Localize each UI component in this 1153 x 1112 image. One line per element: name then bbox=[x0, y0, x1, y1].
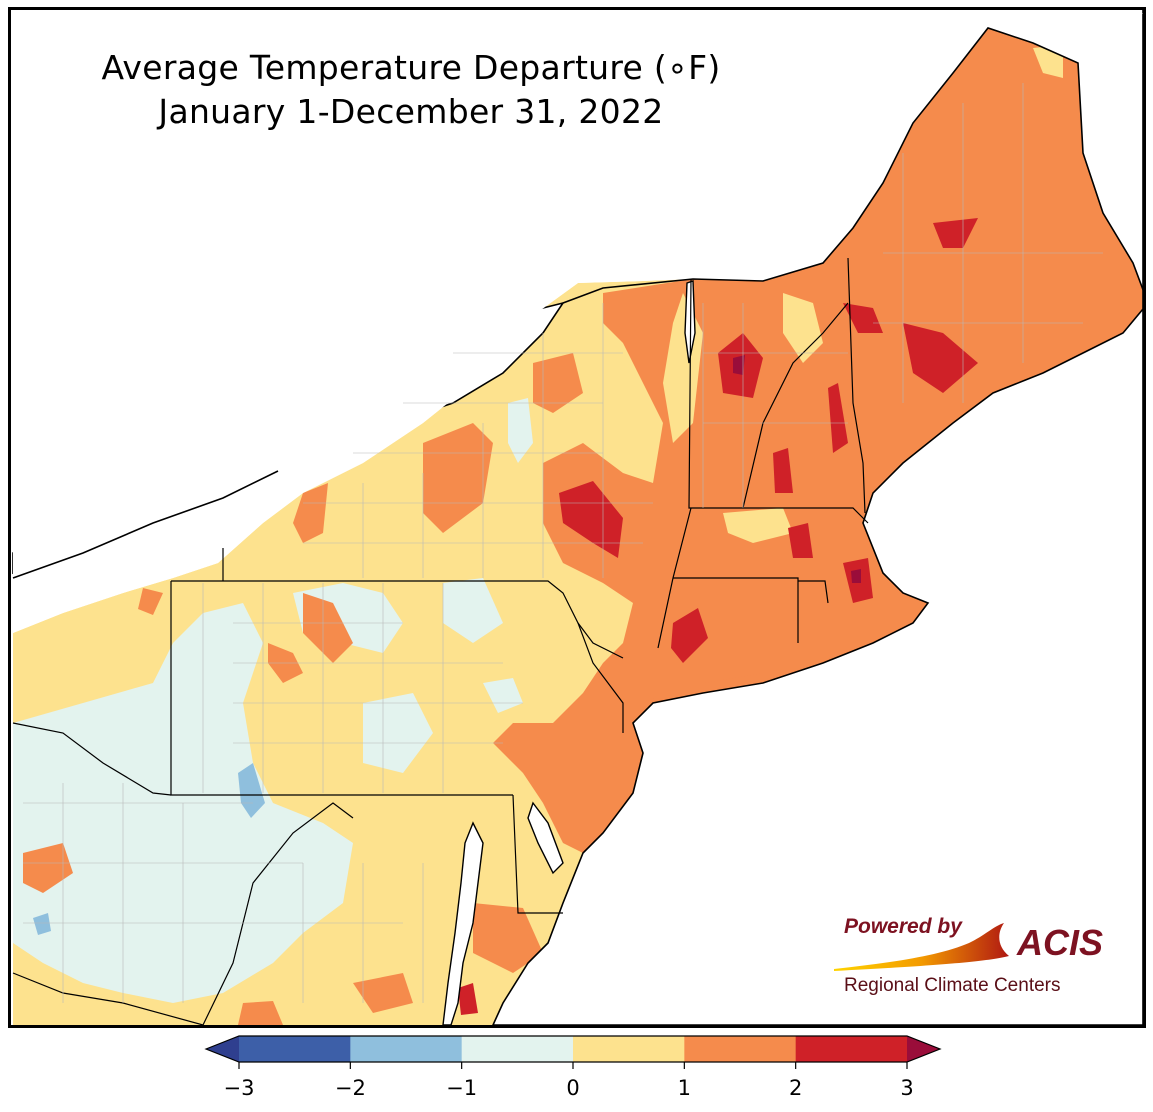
region-hot-me-north bbox=[933, 218, 978, 248]
legend-tick-label: −2 bbox=[335, 1076, 366, 1100]
region-mild-ma bbox=[723, 508, 793, 543]
legend-tick-label: 0 bbox=[566, 1076, 579, 1100]
region-mild-nh bbox=[783, 293, 823, 363]
region-hot-eastern-ny bbox=[559, 481, 623, 558]
region-hot-md bbox=[458, 983, 478, 1015]
county-lines bbox=[23, 83, 1103, 1003]
acis-sub-text: Regional Climate Centers bbox=[844, 975, 1061, 996]
delaware-bay bbox=[527, 801, 564, 875]
legend-bin bbox=[573, 1036, 685, 1062]
region-hot-me-west bbox=[843, 303, 883, 333]
legend-tick-label: −1 bbox=[446, 1076, 477, 1100]
region-warm-ny-west bbox=[293, 483, 328, 543]
region-warm-pa-3 bbox=[138, 588, 163, 615]
color-legend: −3 −2 −1 0 1 2 3 bbox=[204, 1035, 942, 1100]
state-borders bbox=[12, 257, 869, 1025]
legend-bin bbox=[239, 1036, 351, 1062]
region-below-normal-ny bbox=[508, 398, 533, 463]
region-warm-va-south bbox=[238, 1001, 283, 1025]
map-subtitle: January 1-December 31, 2022 bbox=[158, 92, 664, 131]
map-frame: Average Temperature Departure (∘F) Janua… bbox=[8, 7, 1146, 1028]
region-below-normal-east bbox=[363, 693, 433, 773]
legend-bin bbox=[795, 1036, 908, 1062]
region-hot-me-central bbox=[903, 323, 978, 393]
canada-area bbox=[13, 13, 1143, 633]
region-below-normal-nj bbox=[483, 678, 523, 713]
legend-tick-label: 3 bbox=[900, 1076, 913, 1100]
legend-bin bbox=[350, 1036, 463, 1062]
acis-powered-text: Powered by bbox=[844, 915, 963, 938]
legend-bin bbox=[461, 1036, 574, 1062]
region-cold-pocket-1 bbox=[238, 763, 265, 818]
region-cold-pocket-2 bbox=[33, 913, 51, 935]
region-hot-ma bbox=[788, 523, 813, 558]
legend-tick-label: 1 bbox=[678, 1076, 691, 1100]
lake-champlain bbox=[684, 280, 696, 364]
region-warm-pa-1 bbox=[303, 593, 353, 663]
region-warm-new-england bbox=[493, 28, 1143, 853]
acis-brand-text: ACIS bbox=[1016, 922, 1103, 963]
legend-over-arrow bbox=[907, 1036, 940, 1062]
temperature-departure-map bbox=[12, 10, 1143, 1025]
acis-swoosh bbox=[834, 923, 1009, 971]
legend-tick-label: −3 bbox=[224, 1076, 255, 1100]
region-hot-nh bbox=[773, 448, 793, 493]
region-very-hot-vt bbox=[733, 355, 745, 375]
region-warm-va bbox=[353, 973, 413, 1013]
region-warm-ny-central bbox=[423, 423, 493, 533]
chesapeake-bay bbox=[442, 821, 484, 1025]
region-warm-md bbox=[473, 903, 543, 973]
region-hot-ct bbox=[671, 608, 708, 663]
region-very-hot-ma bbox=[851, 569, 861, 583]
legend-under-arrow bbox=[206, 1036, 239, 1062]
canada-border bbox=[12, 27, 1143, 579]
region-below-normal-pa-east bbox=[443, 578, 503, 643]
map-title: Average Temperature Departure (∘F) bbox=[101, 48, 721, 87]
region-hot-nh-coast bbox=[828, 383, 848, 453]
legend-tick-label: 2 bbox=[789, 1076, 802, 1100]
region-warm-ny-north bbox=[533, 353, 583, 413]
region-warm-wv bbox=[23, 843, 73, 893]
acis-logo: Powered by ACIS Regional Climate Centers bbox=[834, 915, 1103, 996]
atlantic-ocean bbox=[492, 10, 1143, 1025]
legend-bin bbox=[684, 1036, 797, 1062]
